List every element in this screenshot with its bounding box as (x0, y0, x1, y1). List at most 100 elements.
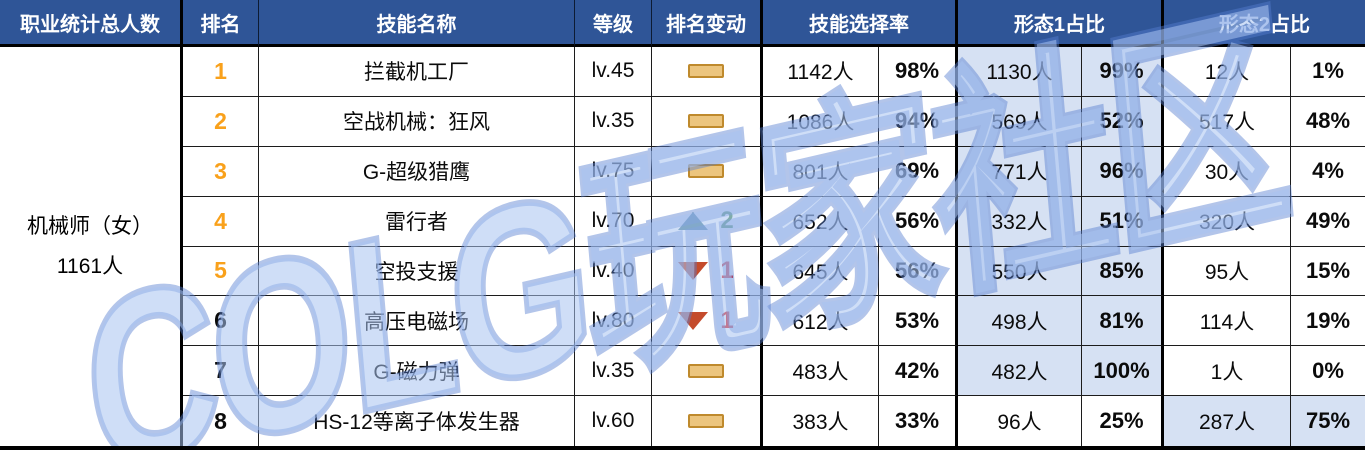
rank-change-cell (652, 146, 763, 197)
header-rank: 排名 (183, 0, 259, 47)
form1-pct-cell: 25% (1082, 396, 1164, 446)
rank-change-value: 1 (720, 256, 734, 284)
form2-pct-cell: 0% (1291, 346, 1365, 397)
form1-count-cell: 96人 (958, 396, 1082, 446)
select-pct-cell: 56% (879, 196, 958, 247)
class-total-count: 1161人 (56, 254, 124, 278)
form2-pct-cell: 19% (1291, 296, 1365, 347)
form1-pct-cell: 96% (1082, 146, 1164, 197)
form2-count-cell: 95人 (1164, 246, 1291, 297)
class-summary-cell: 机械师（女） 1161人 (0, 47, 183, 446)
select-count-cell: 1142人 (763, 47, 879, 97)
form2-pct-cell: 49% (1291, 196, 1365, 247)
rank-change-value: 2 (720, 207, 734, 235)
header-total: 职业统计总人数 (0, 0, 183, 47)
header-form1-ratio: 形态1占比 (958, 0, 1164, 47)
select-pct-cell: 33% (879, 396, 958, 446)
skill-name-cell: 空战机械：狂风 (259, 96, 575, 147)
no-change-icon (688, 114, 724, 129)
rank-cell: 5 (183, 246, 259, 297)
skill-name-cell: HS-12等离子体发生器 (259, 396, 575, 446)
form1-pct-cell: 85% (1082, 246, 1164, 297)
no-change-icon (688, 363, 724, 378)
skill-name-cell: 高压电磁场 (259, 296, 575, 347)
rank-down-icon (678, 311, 709, 330)
no-change-icon (688, 414, 724, 429)
rank-change-cell (652, 396, 763, 446)
select-pct-cell: 42% (879, 346, 958, 397)
form2-count-cell: 30人 (1164, 146, 1291, 197)
form1-pct-cell: 81% (1082, 296, 1164, 347)
rank-cell: 1 (183, 47, 259, 97)
rank-change-cell (652, 346, 763, 397)
skill-name-cell: 空投支援 (259, 246, 575, 297)
form1-count-cell: 332人 (958, 196, 1082, 247)
form2-pct-cell: 15% (1291, 246, 1365, 297)
form1-count-cell: 771人 (958, 146, 1082, 197)
form1-count-cell: 569人 (958, 96, 1082, 147)
rank-change-cell: 1 (652, 296, 763, 347)
select-count-cell: 652人 (763, 196, 879, 247)
level-cell: lv.60 (575, 396, 652, 446)
header-skill-name: 技能名称 (259, 0, 575, 47)
level-cell: lv.35 (575, 96, 652, 147)
rank-change-cell: 2 (652, 196, 763, 247)
rank-cell: 3 (183, 146, 259, 197)
select-pct-cell: 98% (879, 47, 958, 97)
select-count-cell: 645人 (763, 246, 879, 297)
header-level: 等级 (575, 0, 652, 47)
form2-pct-cell: 75% (1291, 396, 1365, 446)
rank-change-cell: 1 (652, 246, 763, 297)
rank-up-icon (678, 212, 709, 231)
skill-name-cell: G-超级猎鹰 (259, 146, 575, 197)
select-count-cell: 483人 (763, 346, 879, 397)
skill-name-cell: 雷行者 (259, 196, 575, 247)
level-cell: lv.35 (575, 346, 652, 397)
skill-name-cell: G-磁力弹 (259, 346, 575, 397)
rank-cell: 2 (183, 96, 259, 147)
form2-count-cell: 12人 (1164, 47, 1291, 97)
select-pct-cell: 94% (879, 96, 958, 147)
select-count-cell: 612人 (763, 296, 879, 347)
select-pct-cell: 56% (879, 246, 958, 297)
form2-pct-cell: 1% (1291, 47, 1365, 97)
form1-count-cell: 550人 (958, 246, 1082, 297)
rank-change-cell (652, 96, 763, 147)
rank-change-cell (652, 47, 763, 97)
form2-count-cell: 114人 (1164, 296, 1291, 347)
form1-pct-cell: 52% (1082, 96, 1164, 147)
rank-change-value: 1 (720, 306, 734, 334)
level-cell: lv.70 (575, 196, 652, 247)
form2-count-cell: 287人 (1164, 396, 1291, 446)
form2-pct-cell: 4% (1291, 146, 1365, 197)
form1-count-cell: 482人 (958, 346, 1082, 397)
header-selection-rate: 技能选择率 (763, 0, 958, 47)
class-name: 机械师（女） (27, 214, 153, 238)
rank-cell: 7 (183, 346, 259, 397)
select-pct-cell: 69% (879, 146, 958, 197)
form1-count-cell: 1130人 (958, 47, 1082, 97)
form2-pct-cell: 48% (1291, 96, 1365, 147)
form1-pct-cell: 99% (1082, 47, 1164, 97)
select-count-cell: 1086人 (763, 96, 879, 147)
form2-count-cell: 517人 (1164, 96, 1291, 147)
rank-cell: 8 (183, 396, 259, 446)
rank-cell: 6 (183, 296, 259, 347)
header-form2-ratio: 形态2占比 (1164, 0, 1365, 47)
level-cell: lv.45 (575, 47, 652, 97)
header-rank-change: 排名变动 (652, 0, 763, 47)
select-pct-cell: 53% (879, 296, 958, 347)
no-change-icon (688, 164, 724, 179)
select-count-cell: 383人 (763, 396, 879, 446)
rank-down-icon (678, 261, 709, 280)
skill-name-cell: 拦截机工厂 (259, 47, 575, 97)
rank-cell: 4 (183, 196, 259, 247)
form1-count-cell: 498人 (958, 296, 1082, 347)
level-cell: lv.75 (575, 146, 652, 197)
form1-pct-cell: 100% (1082, 346, 1164, 397)
select-count-cell: 801人 (763, 146, 879, 197)
no-change-icon (688, 64, 724, 79)
level-cell: lv.80 (575, 296, 652, 347)
